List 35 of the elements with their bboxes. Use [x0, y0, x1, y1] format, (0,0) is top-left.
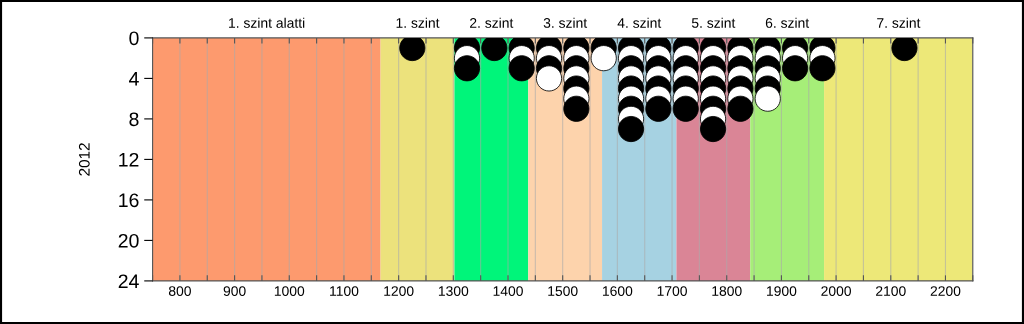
y-tick-label: 24 [118, 274, 139, 288]
point [508, 55, 535, 82]
x-tick-label: 1700 [657, 286, 687, 296]
point [618, 116, 645, 143]
x-tick-label: 2200 [930, 286, 961, 296]
y-axis-title: 2012 [78, 143, 90, 176]
band-label: 7. szint [877, 17, 921, 28]
band-label: 1. szint [396, 17, 440, 28]
x-tick-label: 1800 [712, 286, 742, 296]
y-tick-label: 4 [129, 72, 139, 86]
point [727, 95, 754, 122]
y-tick-label: 12 [119, 152, 139, 167]
y-tick-label: 20 [118, 233, 139, 248]
x-tick-label: 800 [168, 286, 191, 296]
x-tick-label: 900 [223, 286, 246, 296]
band-label: 3. szint [543, 17, 588, 28]
band-label: 5. szint [691, 17, 736, 28]
y-tick-label: 8 [129, 112, 139, 127]
x-tick-label: 1000 [274, 286, 305, 296]
band-label: 6. szint [765, 17, 810, 28]
band-label: 2. szint [470, 17, 514, 28]
x-tick-label: 1200 [384, 286, 414, 296]
y-tick-label: 16 [119, 193, 139, 208]
x-tick-label: 1600 [602, 286, 633, 296]
y-tick-label: 0 [129, 31, 139, 46]
x-tick-label: 1500 [548, 286, 578, 296]
band-label: 4. szint [617, 17, 662, 28]
x-tick-label: 1100 [330, 286, 359, 296]
x-tick-label: 2100 [876, 286, 906, 296]
x-tick-label: 2000 [821, 286, 851, 296]
x-tick-label: 1300 [438, 286, 469, 296]
x-tick-label: 1900 [767, 286, 797, 296]
point [809, 55, 836, 82]
band-label: 1. szint alatti [229, 17, 305, 28]
x-tick-label: 1400 [493, 286, 523, 296]
